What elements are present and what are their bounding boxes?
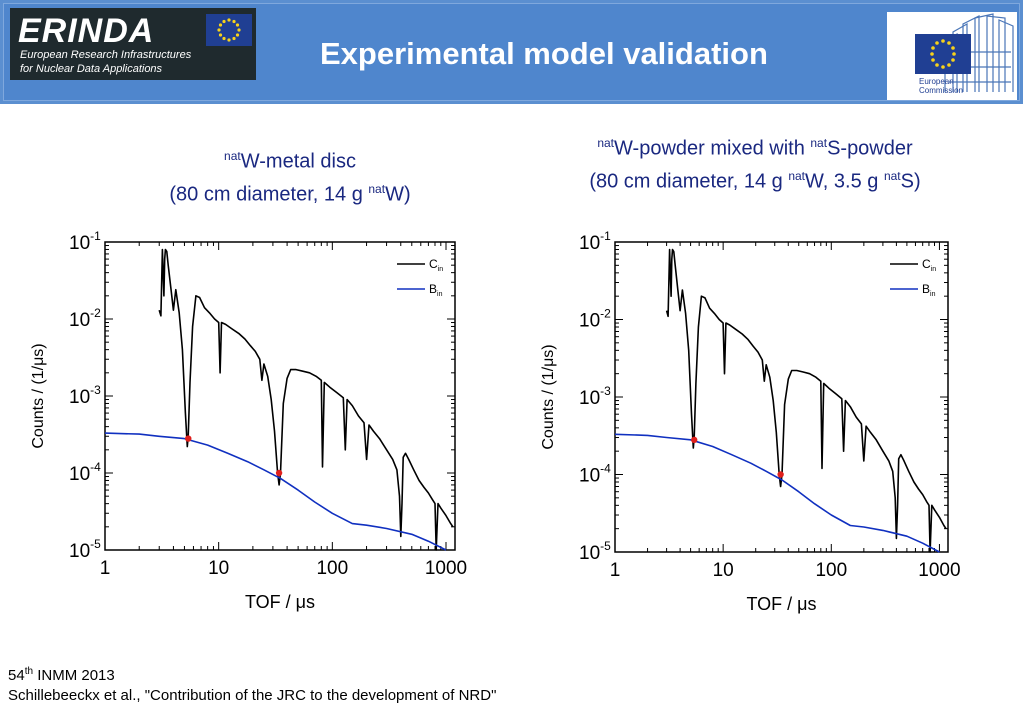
right-title-sup1: nat: [597, 136, 615, 150]
series-line-C: [158, 248, 454, 551]
header-inner: ERINDA European Research Infrastructures…: [3, 3, 1020, 101]
chart-2: 1 10 100 1000 10-1 10-2 10-3 10-4 10-5 TOF / μs Co…: [540, 229, 961, 614]
left-title-text: W-metal disc: [240, 150, 356, 173]
marker-point: [777, 471, 784, 478]
ec-label-line1: European: [919, 77, 954, 86]
y-axis-label: Counts / (1/μs): [30, 343, 47, 448]
series-line-C: [665, 248, 947, 553]
x-tick-label: 1: [100, 558, 111, 579]
right-title-line2: (80 cm diameter, 14 g natW, 3.5 g natS): [530, 163, 980, 196]
x-tick-label: 1000: [425, 558, 467, 579]
left-title-line2-pre: (80 cm diameter, 14 g: [169, 183, 369, 206]
x-tick-label: 1: [610, 560, 621, 581]
logo-subtitle: European Research Infrastructures for Nu…: [20, 48, 191, 76]
x-tick-label: 1000: [918, 560, 960, 581]
y-tick-label: 10-1: [579, 229, 611, 254]
left-title-line2: (80 cm diameter, 14 g natW): [100, 176, 480, 209]
right-title-line1: natW-powder mixed with natS-powder: [530, 130, 980, 163]
logo-word: ERINDA: [18, 12, 155, 50]
footer-line1-pre: 54: [8, 667, 25, 684]
series-line-B: [614, 433, 940, 553]
y-tick-label: 10-1: [69, 229, 101, 254]
right-title-mid: W-powder mixed with: [614, 137, 811, 160]
x-tick-label: 10: [713, 560, 734, 581]
footer-line1-sup: th: [24, 666, 34, 677]
y-tick-label: 10-5: [69, 537, 101, 562]
x-axis-label: TOF / μs: [245, 592, 315, 612]
logo-subtitle-line2: for Nuclear Data Applications: [20, 63, 163, 75]
y-tick-label: 10-3: [579, 384, 611, 409]
header-banner: ERINDA European Research Infrastructures…: [0, 0, 1023, 104]
x-tick-label: 100: [815, 560, 847, 581]
footer-reference: 54th INMM 2013 Schillebeeckx et al., "Co…: [8, 662, 496, 706]
legend-label-C: Cin: [922, 257, 936, 273]
eu-flag-icon: [206, 14, 252, 46]
legend-label-B: Bin: [429, 282, 443, 298]
right-title-line2-sup2: nat: [883, 168, 901, 183]
series-line-B: [104, 432, 447, 551]
right-title-line2-mid: W, 3.5 g: [805, 170, 884, 193]
chart-1: 1 10 100 1000 10-1 10-2 10-3 10-4 10-5 TOF / μs Co…: [30, 229, 467, 612]
left-title-line2-sup: nat: [368, 181, 386, 196]
left-title-line1: natW-metal disc: [100, 143, 480, 176]
right-title-line2-post: S): [900, 170, 921, 193]
right-title-line2-sup: nat: [788, 168, 806, 183]
footer-line1-post: INMM 2013: [33, 667, 115, 684]
y-tick-label: 10-4: [579, 462, 611, 487]
y-axis-label: Counts / (1/μs): [540, 344, 557, 449]
y-tick-label: 10-3: [69, 383, 101, 408]
european-commission-logo: European Commission: [887, 12, 1017, 100]
legend-label-C: Cin: [429, 257, 443, 273]
y-tick-label: 10-2: [579, 307, 611, 332]
right-title-line2-pre: (80 cm diameter, 14 g: [589, 170, 789, 193]
page-title: Experimental model validation: [320, 36, 768, 71]
marker-point: [185, 435, 192, 442]
erinda-logo: ERINDA European Research Infrastructures…: [10, 8, 256, 80]
marker-point: [691, 436, 698, 444]
y-tick-label: 10-2: [69, 306, 101, 331]
marker-point: [275, 469, 283, 477]
y-tick-label: 10-4: [69, 460, 101, 485]
ec-flag-stars: [930, 39, 956, 69]
ec-label-line2: Commission: [919, 86, 963, 95]
footer-line1: 54th INMM 2013: [8, 662, 496, 686]
left-title-line2-post: W): [385, 183, 411, 206]
logo-subtitle-line1: European Research Infrastructures: [20, 49, 192, 61]
right-panel-title: natW-powder mixed with natS-powder (80 c…: [530, 130, 980, 195]
y-tick-label: 10-5: [579, 539, 611, 564]
left-panel-title: natW-metal disc (80 cm diameter, 14 g na…: [100, 143, 480, 208]
x-axis-label: TOF / μs: [746, 594, 816, 614]
legend-label-B: Bin: [922, 282, 936, 298]
x-tick-label: 100: [316, 558, 348, 579]
x-tick-label: 10: [208, 558, 229, 579]
right-title-rest: S-powder: [827, 137, 913, 160]
footer-line2: Schillebeeckx et al., "Contribution of t…: [8, 687, 497, 704]
eu-stars: [217, 18, 241, 42]
right-title-sup2: nat: [810, 136, 828, 150]
left-title-sup: nat: [224, 149, 241, 163]
